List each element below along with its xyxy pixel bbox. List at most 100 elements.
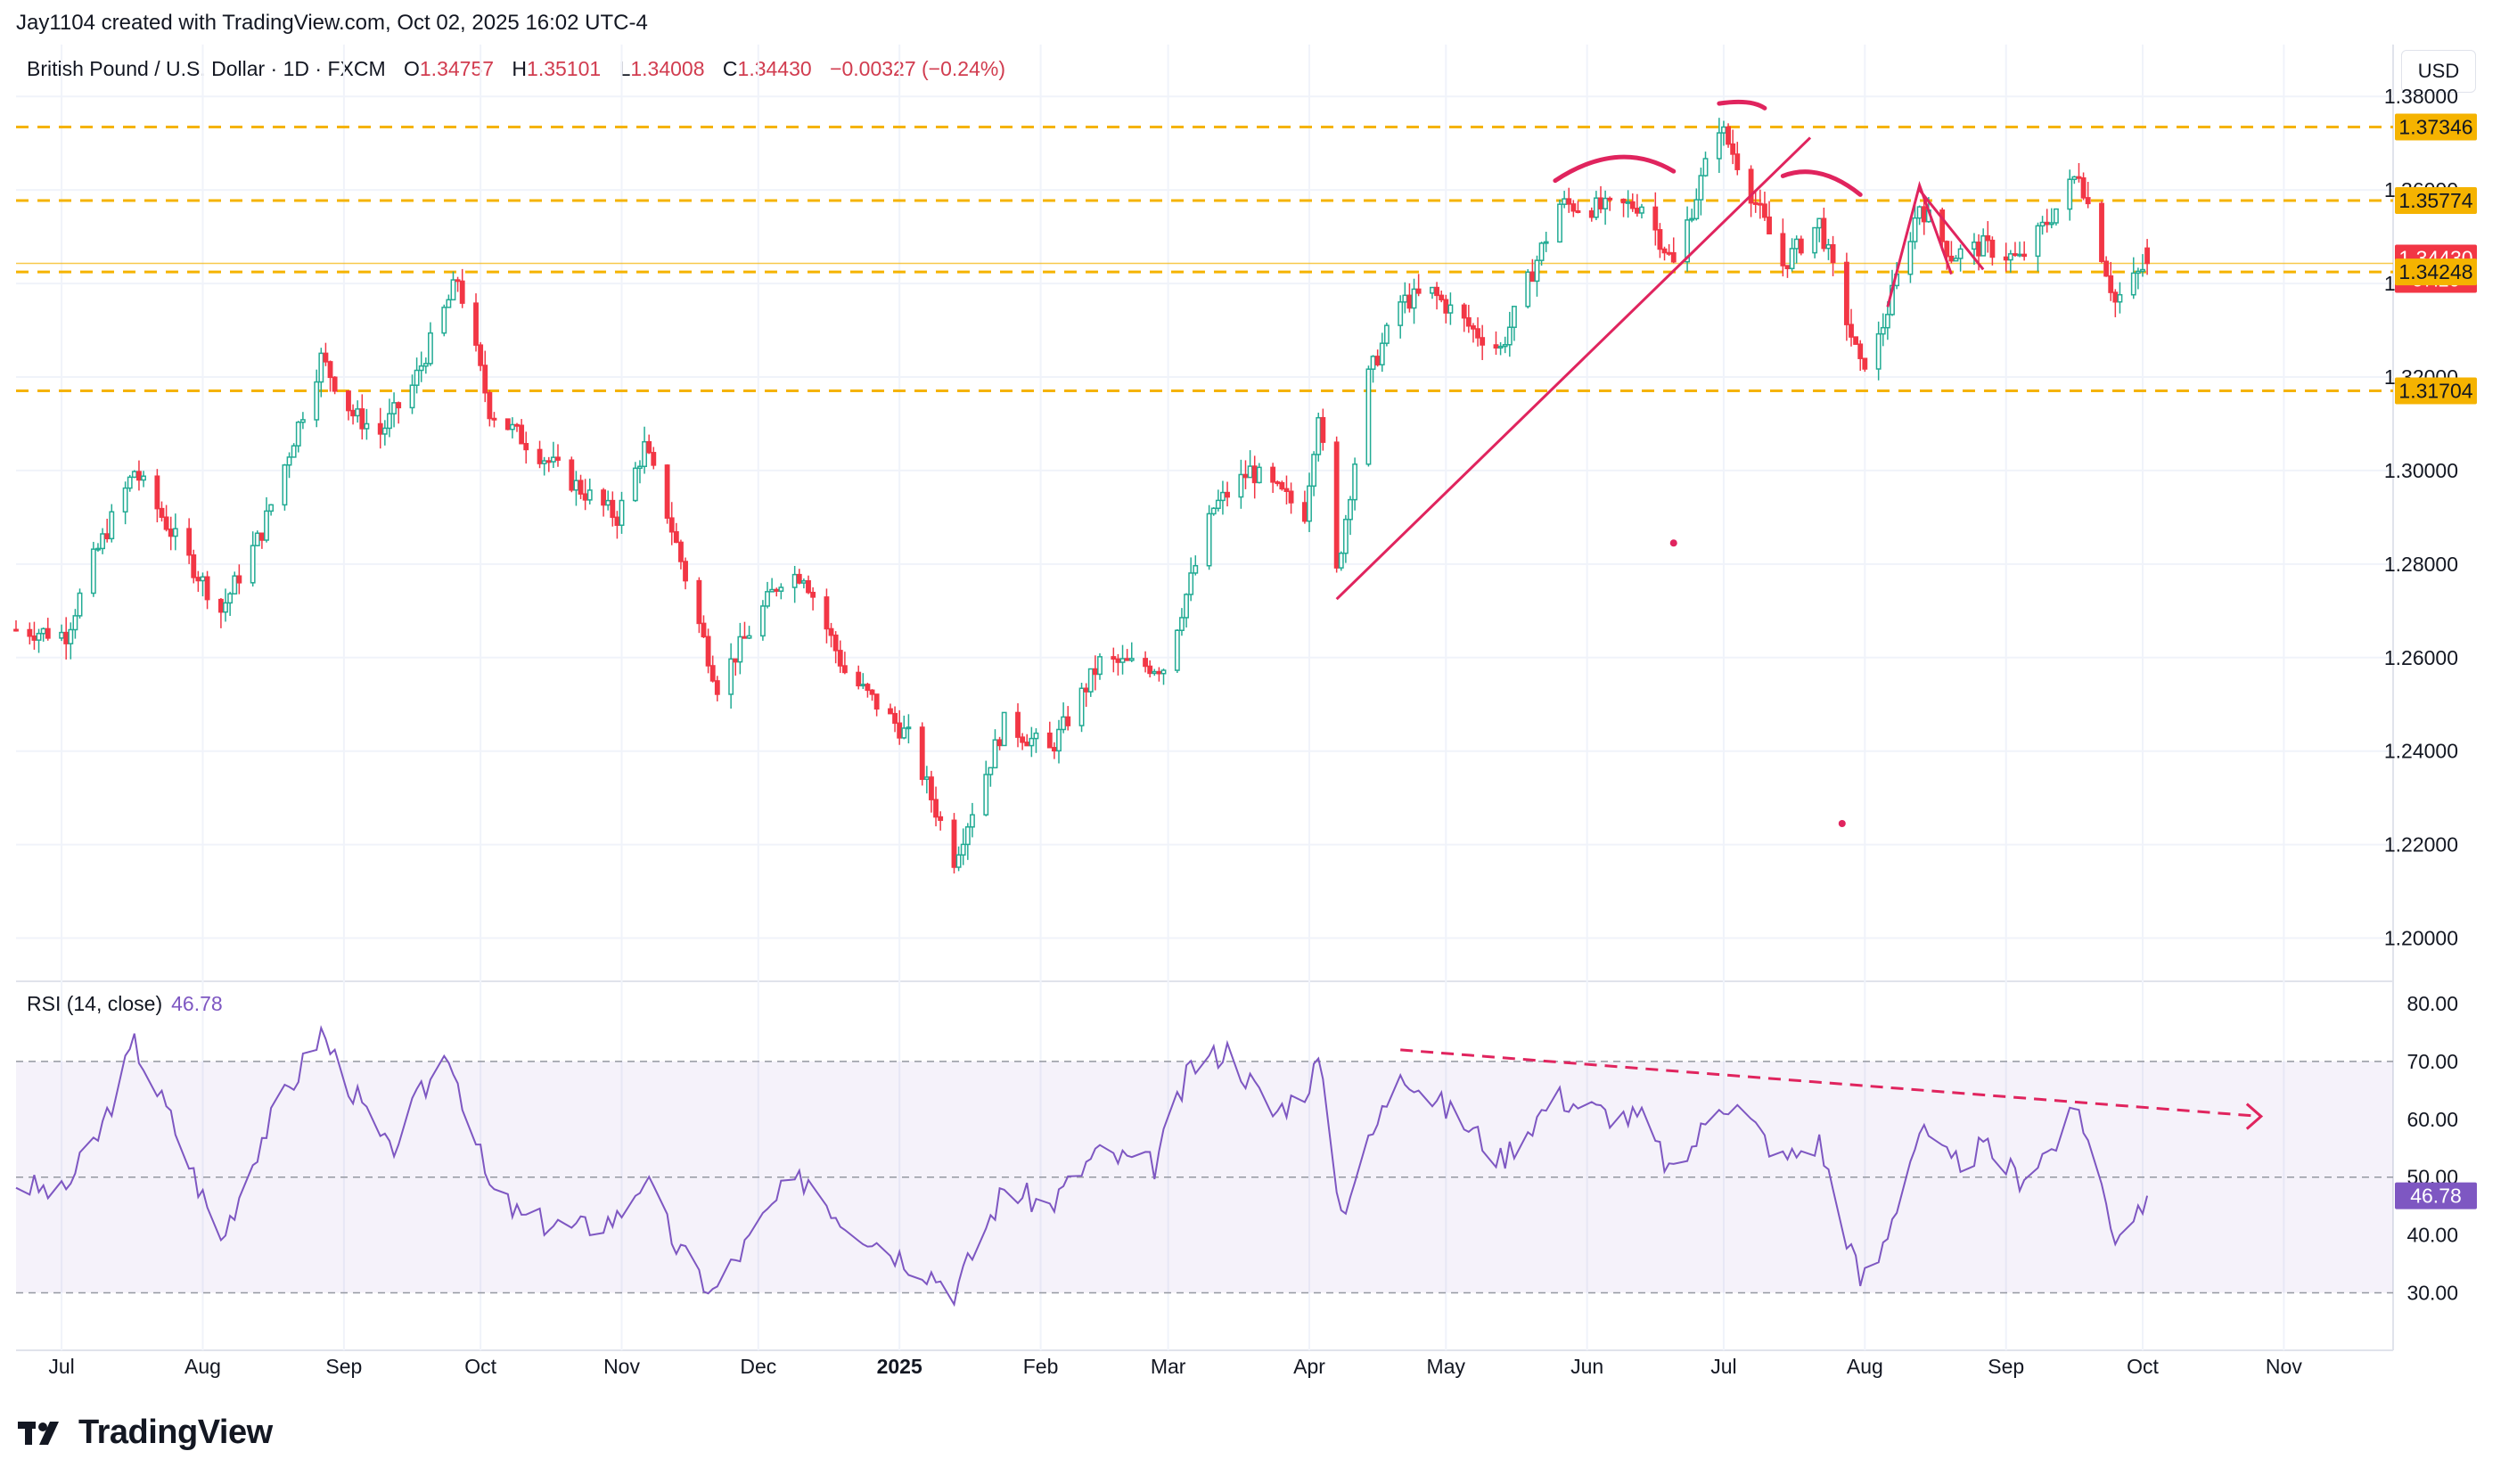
- candle-body: [1976, 242, 1981, 257]
- candle-body: [1024, 742, 1030, 747]
- arc-top-2: [1717, 99, 1767, 111]
- candle-body: [1439, 294, 1445, 301]
- candle-body: [865, 684, 871, 692]
- candle-body: [1029, 737, 1035, 747]
- candle-body: [387, 413, 392, 430]
- candle-body: [837, 650, 843, 667]
- candle-body: [701, 622, 707, 638]
- candle-body: [191, 553, 197, 578]
- candle-body: [1948, 255, 1955, 262]
- candle-body: [1639, 206, 1644, 214]
- candle-body: [350, 409, 357, 417]
- candle-body: [983, 774, 989, 816]
- candle-body: [614, 516, 620, 527]
- candle-body: [970, 814, 975, 828]
- candle-body: [258, 532, 265, 541]
- candle-body: [1051, 747, 1057, 752]
- candle-body: [1944, 241, 1950, 258]
- candle-body: [960, 843, 966, 856]
- marker-dot: [1669, 539, 1677, 547]
- candle-body: [172, 528, 178, 537]
- time-tick-label: Dec: [740, 1355, 776, 1378]
- candle-body: [1939, 209, 1946, 242]
- candle-body: [2013, 253, 2018, 257]
- candle-body: [1097, 656, 1103, 676]
- level-price-label-box: [2395, 187, 2477, 215]
- time-tick-label: Oct: [2127, 1355, 2159, 1378]
- candle-body: [1210, 507, 1217, 515]
- candle-body: [1475, 328, 1480, 339]
- candle-body: [668, 517, 675, 533]
- candle-body: [637, 465, 643, 470]
- price-tick-label: 1.20000: [2384, 927, 2458, 950]
- candle-body: [1383, 324, 1390, 344]
- candle-body: [1762, 203, 1767, 218]
- price-labels: 1.373461.357741.3443057:261.342481.31704…: [2395, 113, 2477, 1209]
- time-tick-label: Jul: [48, 1355, 74, 1378]
- candle-body: [901, 727, 907, 739]
- candle-body: [227, 593, 234, 604]
- candle-body: [1588, 209, 1595, 218]
- candle-body: [109, 511, 115, 540]
- candle-body: [295, 421, 301, 447]
- candle-body: [195, 577, 201, 582]
- candle-body: [1657, 229, 1663, 250]
- candle-body: [1620, 198, 1627, 204]
- candle-body: [1849, 324, 1854, 338]
- high-value: 1.35101: [527, 57, 602, 80]
- candle-body: [1989, 239, 1996, 258]
- candle-body: [1603, 197, 1609, 209]
- candle-body: [163, 516, 169, 530]
- candle-body: [1152, 670, 1158, 675]
- candle-body: [1270, 466, 1276, 483]
- time-tick-label: Jul: [1710, 1355, 1736, 1378]
- candle-body: [1862, 357, 1868, 370]
- candle-body: [1907, 241, 1914, 275]
- candle-body: [36, 633, 42, 641]
- open-label: O: [404, 57, 420, 80]
- zigzag-line: [1918, 189, 1985, 271]
- level-price-label: 1.34248: [2398, 260, 2472, 283]
- candle-body: [1734, 153, 1741, 170]
- candle-body: [2099, 202, 2104, 262]
- candle-body: [1365, 368, 1372, 465]
- marker-dot: [1838, 820, 1846, 828]
- candle-body: [2071, 176, 2078, 180]
- candle-body: [1288, 490, 1294, 504]
- candle-body: [1348, 498, 1353, 521]
- candle-body: [355, 408, 361, 417]
- rsi-legend-value: 46.78: [171, 992, 223, 1015]
- candle-body: [459, 280, 465, 304]
- candle-body: [1921, 206, 1927, 223]
- candle-body: [1124, 658, 1130, 661]
- candle-body: [906, 726, 912, 730]
- candle-body: [1670, 251, 1677, 263]
- rsi-tick-label: 60.00: [2406, 1108, 2458, 1131]
- candle-body: [1634, 207, 1640, 214]
- time-tick-label: Nov: [2266, 1355, 2302, 1378]
- price-tick-label: 1.22000: [2384, 833, 2458, 857]
- rsi-title: RSI (14, close): [27, 992, 163, 1015]
- candle-body: [1830, 243, 1836, 264]
- candle-body: [791, 573, 798, 588]
- candle-body: [1702, 158, 1709, 176]
- candle-body: [1912, 217, 1918, 242]
- symbol-title[interactable]: British Pound / U.S. Dollar · 1D · FXCM: [27, 57, 386, 80]
- candle-body: [27, 628, 33, 637]
- candle-body: [1092, 668, 1098, 676]
- candle-body: [77, 592, 83, 617]
- candle-body: [2140, 268, 2145, 273]
- candle-body: [100, 533, 105, 550]
- candle-body: [478, 344, 484, 366]
- candle-body: [1283, 488, 1290, 493]
- candle-body: [2135, 270, 2141, 275]
- candle-body: [1812, 226, 1818, 254]
- currency-selector[interactable]: USD: [2401, 50, 2476, 93]
- candle-body: [1570, 203, 1577, 212]
- candle-body: [1184, 594, 1189, 619]
- candle-body: [381, 427, 388, 435]
- candle-body: [391, 402, 397, 414]
- candle-body: [1320, 416, 1326, 443]
- candle-body: [1780, 233, 1786, 266]
